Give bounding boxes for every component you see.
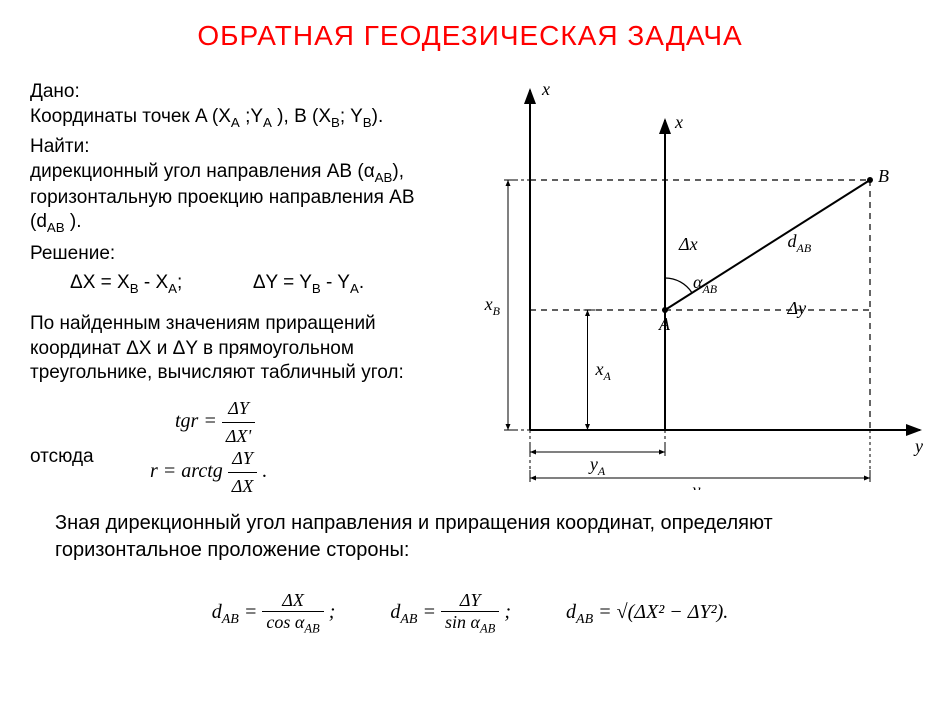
svg-text:yA: yA [588, 454, 606, 478]
tgr-num: ΔY [222, 395, 255, 423]
find-line-1: дирекционный угол направления AB (αAB), [30, 160, 460, 186]
find-block: Найти: дирекционный угол направления AB … [30, 135, 460, 237]
given-line: Координаты точек A (XA ;YA ), B (XB; YB)… [30, 105, 460, 131]
svg-text:A: A [658, 314, 671, 334]
find-label: Найти: [30, 135, 460, 160]
bottom-formula-3: dAB = √(ΔX² − ΔY²). [566, 601, 728, 628]
find-line-2: горизонтальную проекцию направления AB [30, 186, 460, 211]
geodetic-diagram: xyxABαABdABΔxΔyxBxAyAyB [470, 60, 930, 490]
arctg-den: ΔX [228, 473, 258, 500]
svg-text:y: y [913, 436, 923, 456]
tgr-label: tgr [175, 410, 198, 432]
bottom-formula-2: dAB = ΔY sin αAB ; [390, 590, 511, 637]
svg-text:Δx: Δx [678, 234, 698, 254]
given-label: Дано: [30, 80, 460, 105]
solution-label: Решение: [30, 242, 460, 267]
svg-text:dAB: dAB [788, 231, 812, 255]
svg-text:x: x [674, 112, 683, 132]
given-block: Дано: Координаты точек A (XA ;YA ), B (X… [30, 80, 460, 131]
arctg-num: ΔY [228, 445, 258, 473]
svg-text:xB: xB [484, 294, 501, 318]
eq-dy: ΔY = YB - YA. [253, 272, 364, 293]
arctg-label: r = arctg [150, 460, 223, 482]
page-title: ОБРАТНАЯ ГЕОДЕЗИЧЕСКАЯ ЗАДАЧА [0, 20, 940, 52]
eq-dx: ΔX = XB - XA; [70, 272, 182, 293]
svg-text:xA: xA [595, 359, 612, 383]
mid-text: По найденным значениям приращений коорди… [30, 312, 460, 386]
bottom-formula-1: dAB = ΔX cos αAB ; [212, 590, 336, 637]
bottom-formulas: dAB = ΔX cos αAB ; dAB = ΔY sin αAB ; dA… [0, 590, 940, 637]
svg-text:B: B [878, 166, 889, 186]
svg-text:αAB: αAB [693, 272, 718, 296]
bottom-text: Зная дирекционный угол направления и при… [55, 510, 895, 564]
solution-block: Решение: ΔX = XB - XA; ΔY = YB - YA. [30, 242, 460, 297]
find-line-3: (dAB ). [30, 210, 460, 236]
svg-text:x: x [541, 79, 550, 99]
svg-text:Δy: Δy [787, 298, 807, 318]
svg-text:yB: yB [690, 480, 708, 490]
